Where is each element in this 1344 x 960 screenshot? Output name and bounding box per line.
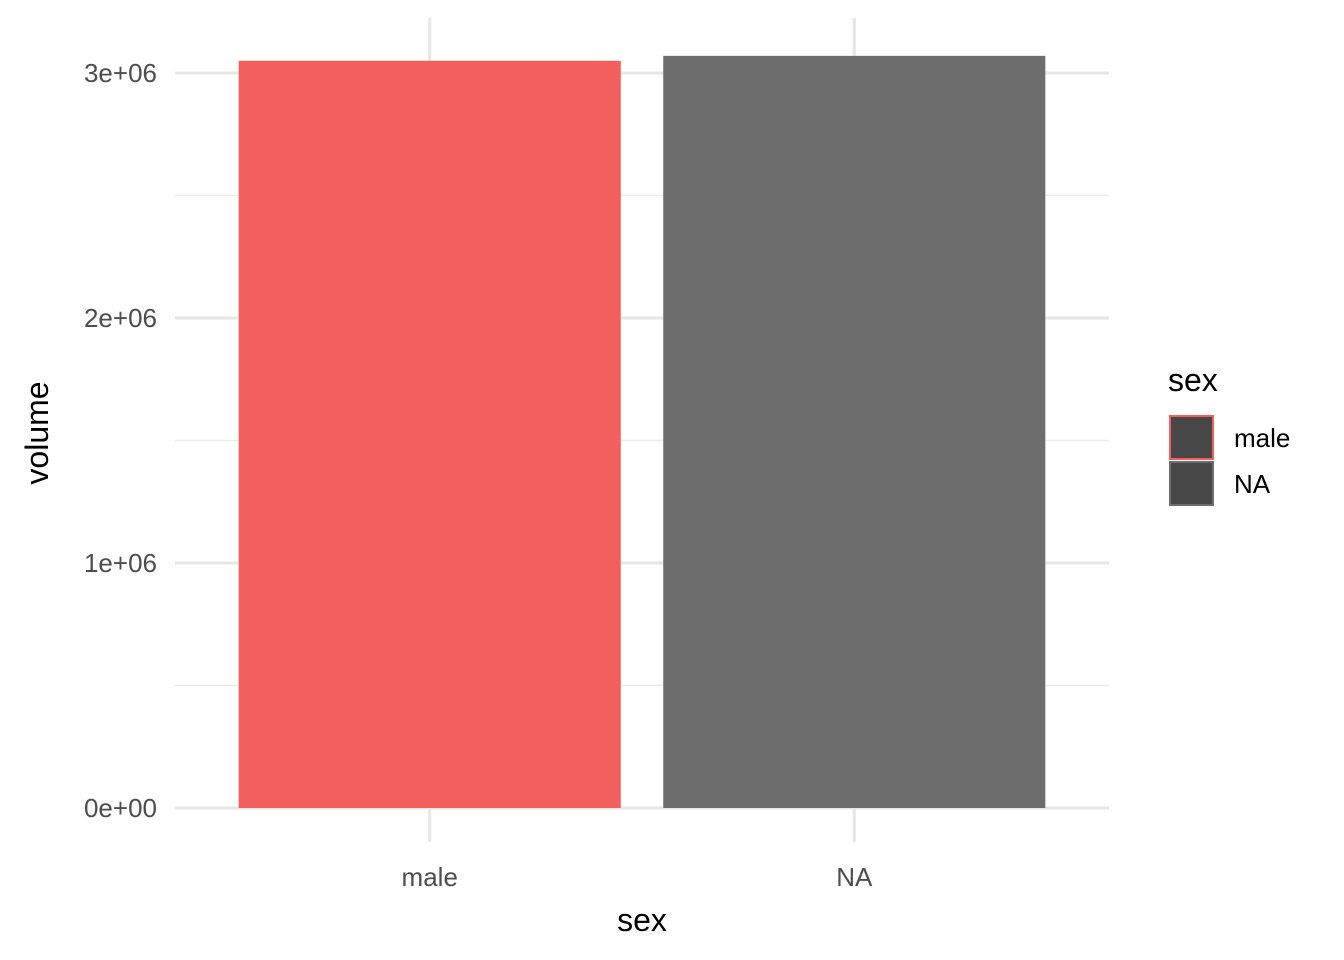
x-tick-labels: male NA — [402, 862, 873, 892]
legend-label: male — [1234, 423, 1290, 453]
y-tick-label: 0e+00 — [84, 793, 157, 823]
legend-label: NA — [1234, 469, 1271, 499]
bar-na — [663, 55, 1046, 809]
x-tick-label: NA — [836, 862, 873, 892]
legend: sex male NA — [1168, 362, 1290, 506]
y-axis-title: volume — [19, 381, 55, 484]
legend-key — [1169, 415, 1214, 460]
y-tick-label: 2e+06 — [84, 303, 157, 333]
legend-key — [1169, 461, 1214, 506]
bar-male — [238, 60, 621, 808]
y-tick-labels: 0e+00 1e+06 2e+06 3e+06 — [84, 58, 157, 823]
x-axis-title: sex — [617, 902, 667, 938]
x-tick-label: male — [402, 862, 458, 892]
bars — [238, 55, 1046, 809]
legend-title: sex — [1168, 362, 1218, 398]
y-tick-label: 1e+06 — [84, 548, 157, 578]
legend-items: male NA — [1169, 415, 1290, 506]
y-tick-label: 3e+06 — [84, 58, 157, 88]
